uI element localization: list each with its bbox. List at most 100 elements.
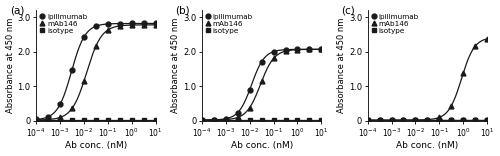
isotype (484, 119, 490, 121)
ipilimumab (484, 119, 490, 121)
isotype (199, 119, 205, 121)
Text: (b): (b) (176, 6, 190, 16)
ipilimumab (270, 51, 276, 53)
mAb146 (388, 119, 394, 121)
Text: (a): (a) (10, 6, 24, 16)
isotype (33, 119, 39, 121)
isotype (448, 119, 454, 121)
Line: mAb146: mAb146 (365, 36, 490, 122)
mAb146 (117, 25, 123, 27)
mAb146 (376, 119, 382, 121)
ipilimumab (282, 49, 288, 51)
isotype (211, 119, 217, 121)
mAb146 (234, 117, 240, 118)
ipilimumab (45, 116, 51, 118)
mAb146 (412, 119, 418, 121)
ipilimumab (412, 119, 418, 121)
mAb146 (270, 58, 276, 59)
Line: isotype: isotype (365, 118, 490, 122)
isotype (294, 119, 300, 121)
ipilimumab (69, 69, 75, 71)
mAb146 (69, 107, 75, 109)
Line: isotype: isotype (200, 118, 324, 122)
isotype (140, 119, 146, 121)
ipilimumab (318, 48, 324, 50)
isotype (93, 119, 99, 121)
mAb146 (318, 48, 324, 50)
ipilimumab (223, 118, 229, 120)
ipilimumab (448, 119, 454, 121)
ipilimumab (33, 119, 39, 120)
isotype (376, 119, 382, 121)
mAb146 (152, 24, 158, 26)
mAb146 (282, 50, 288, 52)
ipilimumab (376, 119, 382, 121)
mAb146 (246, 107, 252, 109)
Line: ipilimumab: ipilimumab (34, 21, 158, 122)
ipilimumab (424, 119, 430, 121)
isotype (424, 119, 430, 121)
isotype (246, 119, 252, 121)
Y-axis label: Absorbance at 450 nm: Absorbance at 450 nm (6, 18, 15, 113)
isotype (318, 119, 324, 121)
isotype (270, 119, 276, 121)
mAb146 (45, 119, 51, 120)
mAb146 (364, 119, 370, 121)
isotype (45, 119, 51, 121)
Line: mAb146: mAb146 (34, 22, 158, 122)
mAb146 (105, 29, 111, 31)
ipilimumab (400, 119, 406, 121)
mAb146 (81, 80, 87, 82)
mAb146 (128, 24, 134, 26)
Y-axis label: Absorbance at 450 nm: Absorbance at 450 nm (337, 18, 346, 113)
ipilimumab (246, 89, 252, 91)
ipilimumab (93, 25, 99, 27)
isotype (81, 119, 87, 121)
ipilimumab (211, 119, 217, 121)
mAb146 (258, 80, 264, 82)
isotype (57, 119, 63, 121)
Legend: ipilimumab, mAb146, isotype: ipilimumab, mAb146, isotype (204, 13, 254, 35)
mAb146 (472, 45, 478, 47)
ipilimumab (436, 119, 442, 121)
mAb146 (484, 38, 490, 40)
ipilimumab (364, 119, 370, 121)
mAb146 (424, 119, 430, 121)
ipilimumab (388, 119, 394, 121)
mAb146 (33, 119, 39, 121)
Line: ipilimumab: ipilimumab (200, 47, 324, 122)
isotype (234, 119, 240, 121)
Line: mAb146: mAb146 (200, 47, 324, 122)
ipilimumab (294, 49, 300, 50)
isotype (223, 119, 229, 121)
isotype (364, 119, 370, 121)
X-axis label: Ab conc. (nM): Ab conc. (nM) (65, 141, 127, 150)
isotype (152, 119, 158, 121)
ipilimumab (258, 61, 264, 63)
isotype (436, 119, 442, 121)
ipilimumab (117, 23, 123, 24)
ipilimumab (81, 36, 87, 38)
isotype (105, 119, 111, 121)
mAb146 (93, 45, 99, 47)
isotype (128, 119, 134, 121)
mAb146 (211, 119, 217, 121)
mAb146 (140, 24, 146, 26)
X-axis label: Ab conc. (nM): Ab conc. (nM) (230, 141, 293, 150)
mAb146 (199, 119, 205, 121)
mAb146 (400, 119, 406, 121)
isotype (258, 119, 264, 121)
ipilimumab (460, 119, 466, 121)
Text: (c): (c) (342, 6, 355, 16)
isotype (388, 119, 394, 121)
mAb146 (436, 117, 442, 118)
ipilimumab (306, 48, 312, 50)
ipilimumab (105, 23, 111, 25)
Y-axis label: Absorbance at 450 nm: Absorbance at 450 nm (172, 18, 180, 113)
mAb146 (57, 117, 63, 118)
mAb146 (223, 119, 229, 120)
ipilimumab (140, 22, 146, 24)
isotype (117, 119, 123, 121)
Line: isotype: isotype (34, 118, 158, 122)
isotype (460, 119, 466, 121)
